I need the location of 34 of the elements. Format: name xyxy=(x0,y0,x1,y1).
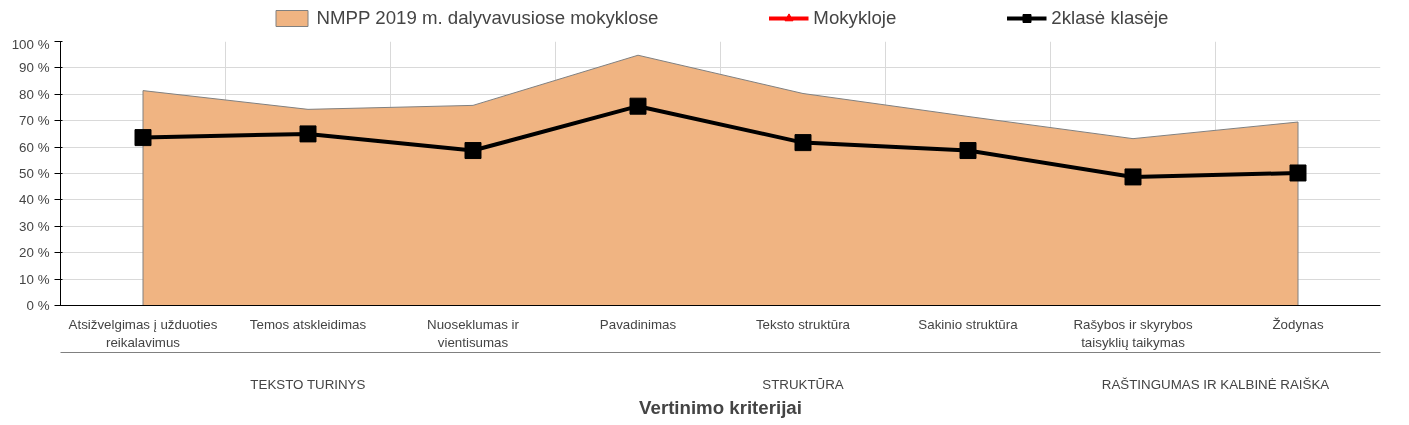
y-tick-label: 100 % xyxy=(11,36,50,52)
point xyxy=(629,97,647,115)
x-tick-label: Sakinio struktūra xyxy=(918,316,1019,332)
x-tick-label: Teksto struktūra xyxy=(755,316,851,332)
y-tick-label: 50 % xyxy=(19,166,50,181)
point xyxy=(464,142,482,160)
y-tick-label: 60 % xyxy=(19,139,50,155)
x-axis-title: Vertinimo kriterijai xyxy=(639,396,802,418)
x-tick-label: Atsižvelgimas į užduoties reikalavimus xyxy=(68,316,218,350)
y-tick-label: 10 % xyxy=(19,271,50,287)
legend-label: NMPP 2019 m. dalyvavusiose mokyklose xyxy=(316,7,659,29)
text: RAŠTINGUMAS IR KALBINĖ RAIŠKA xyxy=(1101,376,1330,392)
y-tick-label: 30 % xyxy=(19,218,50,234)
y-tick-label: 40 % xyxy=(19,192,50,208)
x-tick-label: Temos atskleidimas xyxy=(249,316,367,332)
x-tick-label: Žodynas xyxy=(1272,316,1324,332)
y-tick-label: 20 % xyxy=(19,245,50,261)
legend-label: 2klasė klasėje xyxy=(1051,7,1169,29)
x-tick-label: Pavadinimas xyxy=(599,316,677,332)
y-tick-label: 90 % xyxy=(19,60,50,76)
y-tick-label: 0 % xyxy=(26,298,50,313)
text: STRUKTŪRA xyxy=(762,376,844,392)
legend-label: Mokykloje xyxy=(813,7,897,29)
point xyxy=(299,125,317,143)
point xyxy=(794,134,812,152)
point xyxy=(134,129,152,147)
y-tick-label: 80 % xyxy=(19,86,50,102)
point xyxy=(1124,168,1142,186)
point xyxy=(959,142,977,160)
y-tick-label: 70 % xyxy=(19,113,50,129)
x-tick-label: Rašybos ir skyrybos taisyklių taikymas xyxy=(1073,316,1193,350)
point xyxy=(1289,164,1307,182)
x-tick-label: Nuoseklumas ir vientisumas xyxy=(427,316,520,350)
text: TEKSTO TURINYS xyxy=(250,376,366,392)
